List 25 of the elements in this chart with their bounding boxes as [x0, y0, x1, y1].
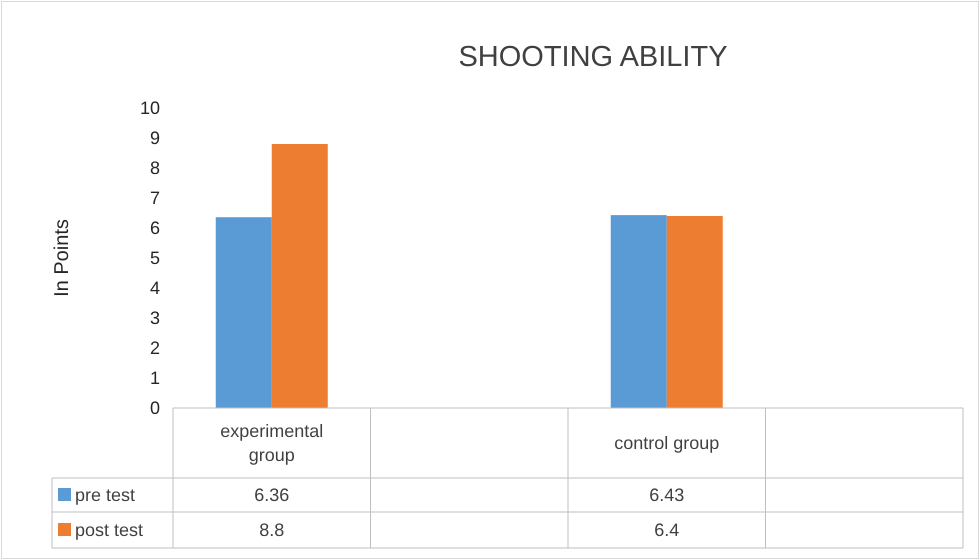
y-tick-label: 8 — [150, 158, 160, 178]
y-tick-label: 5 — [150, 248, 160, 268]
y-tick-label: 2 — [150, 338, 160, 358]
x-tick-label: experimental group — [220, 421, 324, 465]
data-label: 6.43 — [649, 485, 684, 505]
data-label: 6.4 — [654, 520, 680, 540]
chart-title: SHOOTING ABILITY — [458, 41, 728, 73]
y-tick-label: 4 — [150, 278, 160, 298]
bar — [666, 216, 723, 408]
x-tick-label: control group — [614, 433, 720, 453]
y-tick-label: 6 — [150, 218, 160, 238]
bar — [610, 215, 667, 408]
data-label: 8.8 — [259, 520, 284, 540]
y-tick-label: 7 — [150, 188, 160, 208]
y-tick-label: 0 — [150, 398, 160, 418]
bar — [272, 144, 328, 408]
legend-label: post test — [75, 520, 144, 540]
y-tick-label: 1 — [150, 368, 160, 388]
data-label: 6.36 — [254, 485, 290, 505]
legend-label: pre test — [75, 485, 136, 505]
bar — [216, 217, 272, 408]
y-axis-title: In Points — [51, 219, 73, 297]
y-tick-label: 10 — [140, 98, 160, 118]
y-tick-label: 3 — [150, 308, 160, 328]
y-tick-label: 9 — [150, 128, 160, 148]
